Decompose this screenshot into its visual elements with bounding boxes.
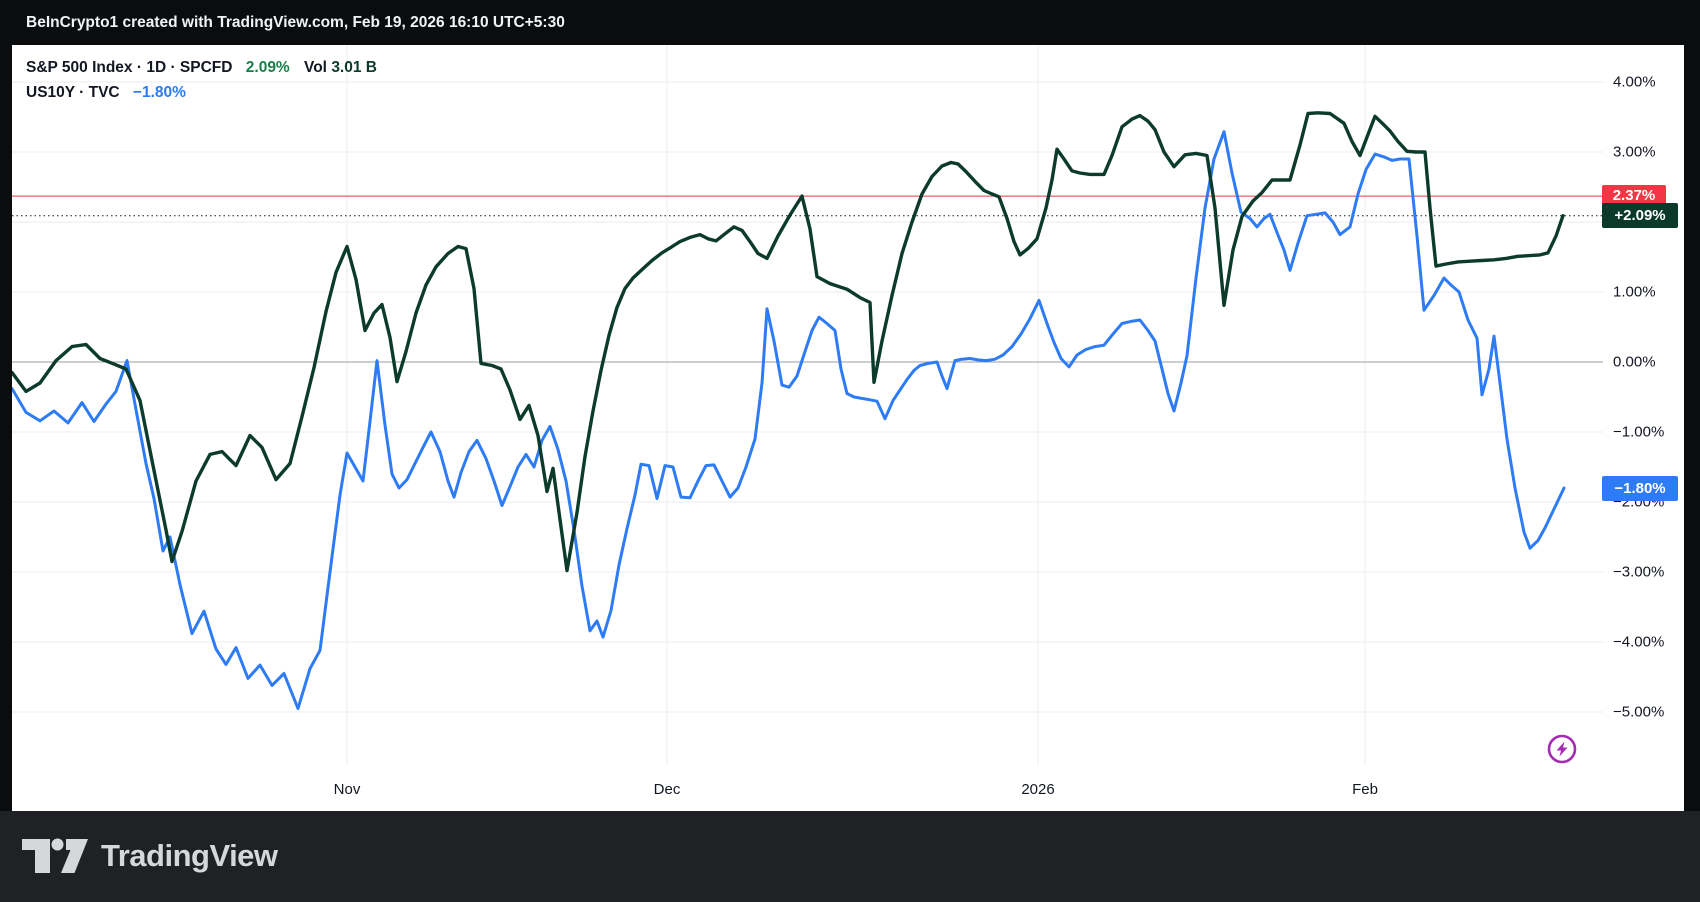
- price-axis-label: 1.00%: [1613, 283, 1656, 301]
- time-axis-label: Nov: [333, 781, 361, 798]
- tradingview-logo-icon: [22, 838, 88, 873]
- attribution-text: BeInCrypto1 created with TradingView.com…: [26, 14, 565, 31]
- time-axis-label: Feb: [1352, 781, 1378, 798]
- chart-card: [12, 45, 1684, 811]
- attribution-bar: BeInCrypto1 created with TradingView.com…: [0, 0, 1700, 45]
- us10y-price-badge: −1.80%: [1602, 476, 1678, 501]
- price-axis-label: −4.00%: [1613, 633, 1665, 651]
- series-line: [12, 111, 1565, 573]
- price-axis-label: 3.00%: [1613, 143, 1656, 161]
- tradingview-logo-text: TradingView: [101, 838, 278, 873]
- chart-legend: S&P 500 Index · 1D · SPCFD 2.09% Vol 3.0…: [26, 55, 377, 105]
- time-axis-label: 2026: [1021, 781, 1055, 798]
- sp500-change-value: 2.09%: [245, 59, 290, 76]
- price-axis-label: −3.00%: [1613, 563, 1665, 581]
- footer-bar: TradingView: [0, 811, 1700, 902]
- tradingview-logo[interactable]: TradingView: [22, 838, 278, 874]
- level-price-badge: 2.37%: [1602, 185, 1666, 207]
- time-axis-label: Dec: [653, 781, 681, 798]
- us10y-symbol-label: US10Y · TVC: [26, 84, 120, 101]
- sp500-volume-label: Vol: [304, 59, 327, 76]
- price-axis-label: −5.00%: [1613, 703, 1665, 721]
- us10y-change-value: −1.80%: [132, 84, 186, 101]
- sp500-price-badge: +2.09%: [1602, 203, 1678, 228]
- price-axis-label: 0.00%: [1613, 353, 1656, 371]
- series-line: [12, 130, 1566, 710]
- price-axis-label: 4.00%: [1613, 73, 1656, 91]
- boost-flash-icon[interactable]: [1546, 733, 1578, 765]
- price-axis-label: −1.00%: [1613, 423, 1665, 441]
- sp500-symbol-label: S&P 500 Index · 1D · SPCFD: [26, 59, 233, 76]
- legend-row-sp500[interactable]: S&P 500 Index · 1D · SPCFD 2.09% Vol 3.0…: [26, 55, 377, 80]
- chart-canvas[interactable]: [12, 45, 1684, 811]
- sp500-volume-value: 3.01 B: [331, 59, 377, 76]
- legend-row-us10y[interactable]: US10Y · TVC −1.80%: [26, 80, 377, 105]
